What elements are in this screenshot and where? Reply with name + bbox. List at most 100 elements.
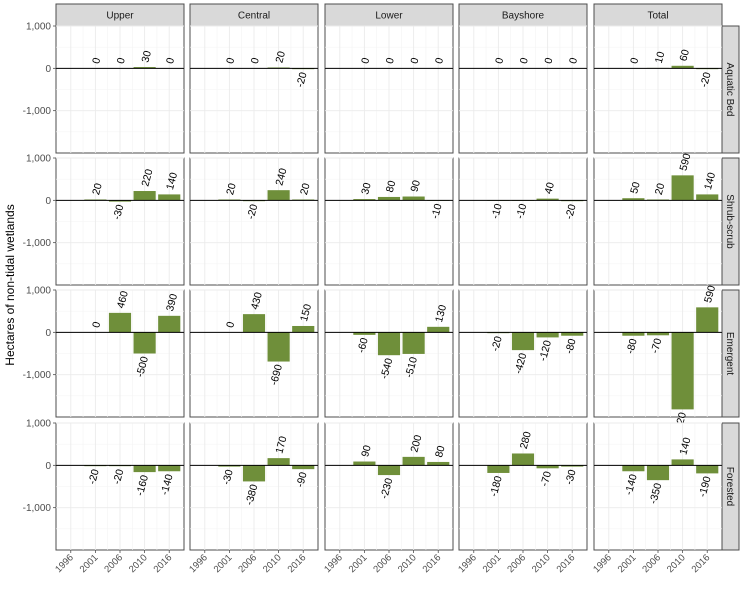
data-label-aquatic-bed-central-2006: 0	[249, 56, 262, 65]
bar-forested-central-2001	[218, 465, 241, 467]
data-label-emergent-bayshore-2001: -20	[489, 335, 505, 353]
data-label-emergent-central-2006: 430	[249, 291, 265, 311]
bar-aquatic-bed-total-2010	[671, 65, 694, 69]
y-tick-label: 1,000	[26, 154, 51, 165]
bar-shrub-scrub-bayshore-2010	[536, 198, 559, 201]
data-label-emergent-central-2001: 0	[224, 320, 237, 329]
bar-shrub-scrub-lower-2010	[402, 196, 425, 201]
data-label-shrub-scrub-bayshore-2010: 40	[542, 181, 557, 196]
data-label-emergent-central-2010: -690	[268, 363, 285, 387]
data-label-aquatic-bed-lower-2006: 0	[384, 56, 397, 65]
data-label-aquatic-bed-total-2010: 60	[677, 48, 692, 63]
x-tick-label: 2001	[481, 552, 504, 575]
data-label-forested-upper-2006: -20	[111, 468, 127, 486]
x-tick-label: 2016	[286, 552, 309, 575]
data-label-emergent-bayshore-2016: -80	[563, 337, 579, 355]
bar-emergent-bayshore-2016	[561, 332, 584, 336]
strip-label-emergent: Emergent	[724, 332, 735, 376]
bar-forested-bayshore-2010	[536, 465, 559, 469]
data-label-shrub-scrub-bayshore-2001: -10	[489, 202, 505, 220]
data-label-aquatic-bed-upper-2006: 0	[115, 56, 128, 65]
data-label-aquatic-bed-bayshore-2016: 0	[567, 56, 580, 65]
bar-forested-total-2010	[671, 459, 694, 466]
bar-forested-lower-2001	[353, 461, 376, 466]
y-tick-label: -1,000	[23, 503, 52, 514]
data-label-shrub-scrub-central-2001: 20	[224, 182, 239, 197]
bar-emergent-central-2016	[292, 325, 315, 333]
x-tick-label: 2010	[396, 552, 419, 575]
y-axis-title: Hectares of non-tidal wetlands	[3, 204, 17, 365]
data-label-forested-total-2010: 140	[677, 436, 693, 456]
data-label-aquatic-bed-bayshore-2006: 0	[518, 56, 531, 65]
data-label-shrub-scrub-central-2006: -20	[245, 203, 261, 221]
data-label-forested-upper-2016: -140	[159, 473, 176, 497]
y-tick-label: -1,000	[23, 238, 52, 249]
data-label-forested-central-2006: -380	[243, 483, 260, 507]
data-label-shrub-scrub-bayshore-2016: -20	[563, 203, 579, 221]
x-tick-label: 1996	[456, 552, 479, 575]
data-label-shrub-scrub-lower-2016: -10	[429, 202, 445, 220]
bar-emergent-bayshore-2010	[536, 332, 559, 338]
data-label-emergent-lower-2001: -60	[355, 336, 371, 354]
data-label-forested-bayshore-2006: 280	[518, 430, 534, 450]
bar-shrub-scrub-upper-2010	[133, 191, 156, 201]
data-label-forested-lower-2016: 80	[433, 444, 448, 459]
bar-shrub-scrub-total-2001	[622, 198, 645, 201]
bar-forested-bayshore-2006	[511, 453, 535, 466]
y-tick-label: 0	[45, 328, 51, 339]
bar-forested-central-2010	[267, 458, 290, 466]
data-label-forested-lower-2006: -230	[378, 477, 395, 501]
data-label-forested-central-2016: -90	[294, 471, 310, 489]
y-tick-label: 0	[45, 461, 51, 472]
data-label-shrub-scrub-central-2016: 20	[298, 182, 313, 197]
data-label-emergent-upper-2016: 390	[164, 292, 180, 312]
strip-label-lower: Lower	[375, 11, 403, 22]
bar-shrub-scrub-total-2010	[671, 175, 694, 201]
data-label-aquatic-bed-central-2001: 0	[224, 56, 237, 65]
bar-emergent-central-2006	[242, 314, 266, 333]
bar-emergent-lower-2016	[427, 326, 450, 333]
data-label-emergent-bayshore-2010: -120	[537, 339, 554, 363]
data-label-aquatic-bed-upper-2010: 30	[139, 49, 154, 64]
bar-shrub-scrub-central-2010	[267, 190, 290, 201]
data-label-aquatic-bed-upper-2016: 0	[164, 56, 177, 65]
data-label-shrub-scrub-lower-2001: 30	[359, 181, 374, 196]
strip-label-forested: Forested	[724, 467, 735, 506]
bar-forested-central-2006	[242, 465, 266, 482]
bar-forested-bayshore-2016	[561, 465, 584, 467]
x-tick-label: 2006	[236, 552, 259, 575]
data-label-forested-total-2001: -140	[623, 473, 640, 497]
data-label-emergent-bayshore-2006: -420	[512, 352, 529, 376]
x-tick-label: 2006	[371, 552, 394, 575]
bar-emergent-total-2001	[622, 332, 645, 336]
data-label-aquatic-bed-central-2016: -20	[294, 71, 310, 89]
strip-label-aquatic-bed: Aquatic Bed	[724, 63, 735, 117]
data-label-shrub-scrub-total-2016: 140	[702, 171, 718, 191]
bar-emergent-total-2010	[671, 332, 694, 410]
data-label-forested-upper-2010: -160	[134, 474, 151, 498]
data-label-aquatic-bed-bayshore-2001: 0	[493, 56, 506, 65]
data-label-emergent-total-2016: 590	[702, 284, 718, 304]
data-label-emergent-lower-2016: 130	[433, 303, 449, 323]
data-label-shrub-scrub-lower-2006: 80	[384, 179, 399, 194]
x-tick-label: 2001	[212, 552, 235, 575]
bar-emergent-upper-2016	[158, 315, 181, 333]
bar-emergent-total-2006	[646, 332, 670, 336]
data-label-forested-lower-2001: 90	[359, 444, 374, 459]
data-label-forested-total-2006: -350	[647, 482, 664, 506]
bar-emergent-lower-2010	[402, 332, 425, 354]
x-tick-label: 2001	[347, 552, 370, 575]
y-tick-label: -1,000	[23, 370, 52, 381]
bar-emergent-total-2016	[696, 307, 719, 333]
x-tick-label: 2010	[530, 552, 553, 575]
strip-label-bayshore: Bayshore	[502, 11, 545, 22]
strip-label-total: Total	[647, 11, 668, 22]
bar-shrub-scrub-lower-2001	[353, 199, 376, 201]
data-label-aquatic-bed-lower-2010: 0	[408, 56, 421, 65]
bar-emergent-upper-2010	[133, 332, 156, 354]
x-tick-label: 2016	[421, 552, 444, 575]
bar-emergent-lower-2006	[377, 332, 401, 356]
x-tick-label: 1996	[322, 552, 345, 575]
data-label-shrub-scrub-lower-2010: 90	[408, 179, 423, 194]
bar-forested-bayshore-2001	[487, 465, 510, 473]
